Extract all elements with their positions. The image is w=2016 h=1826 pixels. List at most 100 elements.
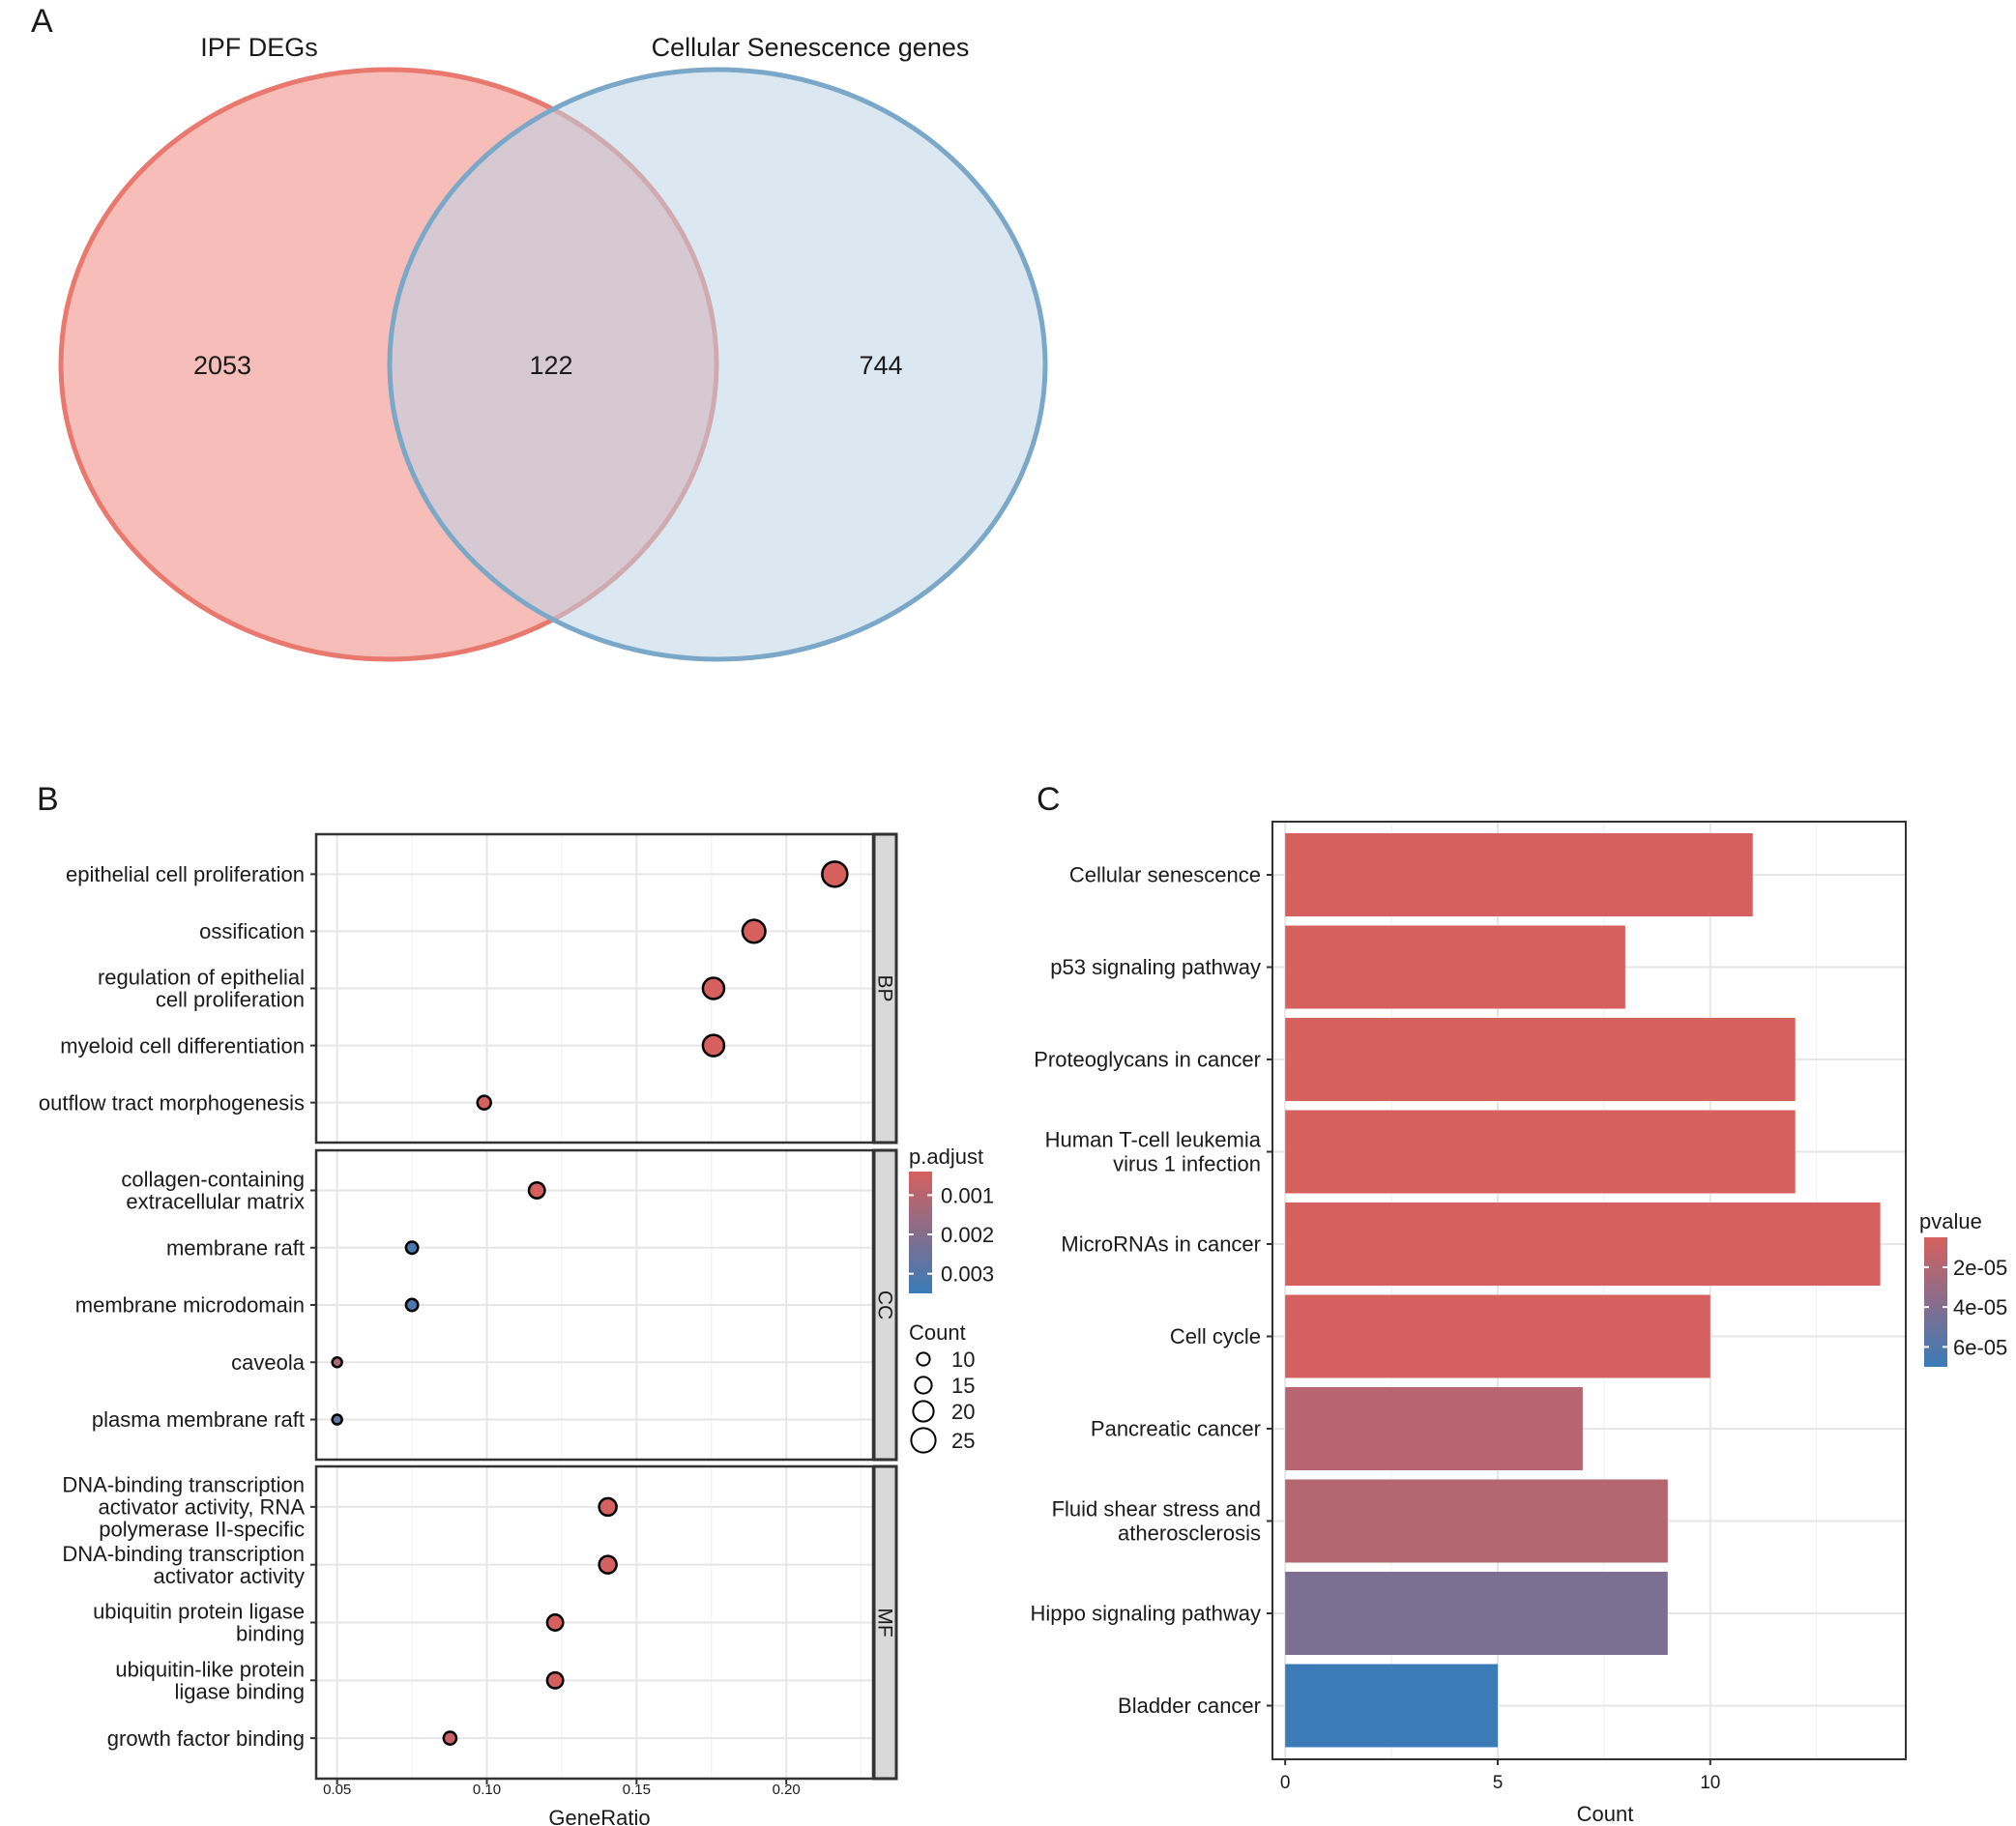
bar [1285, 1664, 1498, 1748]
dot-point [545, 1613, 565, 1632]
facet-strip [872, 1148, 898, 1462]
category-label-line: Cellular senescence [1069, 863, 1261, 887]
term-label-line: epithelial cell proliferation [66, 862, 305, 886]
term-label: collagen-containing extracellular matrix [121, 1168, 305, 1214]
category-label: Bladder cancer [1118, 1694, 1261, 1718]
bar [1285, 925, 1625, 1009]
category-label-line: Bladder cancer [1118, 1694, 1261, 1718]
venn-count-ipf-only: 2053 [193, 351, 251, 380]
term-label: growth factor binding [107, 1726, 305, 1751]
category-label-line: virus 1 infection [1113, 1152, 1261, 1176]
barchart-x-axis: 0 5 10 [1280, 1759, 1720, 1793]
dotplot-x-axis: 0.05 0.10 0.15 0.20 [323, 1779, 801, 1798]
term-label: DNA-binding transcription activator activ… [62, 1542, 305, 1588]
bar [1285, 1479, 1668, 1563]
barchart-legend-title: pvalue [1919, 1209, 1982, 1233]
venn-set-label-senescence: Cellular Senescence genes [652, 33, 970, 62]
panel-a: A IPF DEGs Cellular Senescence genes 205… [31, 3, 1048, 662]
facet-strip-label: BP [874, 974, 896, 1001]
term-label: epithelial cell proliferation [66, 862, 305, 886]
category-label-line: Fluid shear stress and [1052, 1497, 1261, 1522]
term-label: caveola [231, 1350, 306, 1375]
dotplot-legend-color-title: p.adjust [909, 1145, 983, 1169]
dot-point [701, 1033, 726, 1058]
term-label-line: membrane microdomain [75, 1293, 305, 1318]
term-label: ubiquitin protein ligase binding [93, 1600, 305, 1646]
dot-point [821, 860, 849, 888]
category-label: MicroRNAs in cancer [1061, 1232, 1261, 1257]
term-label: plasma membrane raft [92, 1407, 305, 1432]
category-label-line: Proteoglycans in cancer [1034, 1048, 1261, 1072]
dotplot-grid [316, 834, 873, 1779]
panel-label-b: B [37, 781, 59, 818]
dotplot-legend-color: p.adjust 0.001 0.002 0.003 [909, 1145, 994, 1293]
bar [1285, 1387, 1583, 1470]
term-label-line: ubiquitin protein ligase [93, 1600, 305, 1624]
venn-count-intersection: 122 [529, 351, 572, 380]
legend-size-circle [910, 1427, 937, 1454]
category-label-line: MicroRNAs in cancer [1061, 1232, 1261, 1257]
x-tick-label: 10 [1700, 1773, 1720, 1793]
dotplot-legend-colorbar [909, 1172, 932, 1293]
bar [1285, 1203, 1881, 1286]
legend-size-circle [916, 1351, 931, 1367]
dotplot-legend-size-title: Count [909, 1320, 966, 1345]
venn-set-label-ipf: IPF DEGs [200, 33, 318, 62]
term-label-line: activator activity [154, 1564, 306, 1588]
panel-c: C Cellular senescence p53 signaling pathw… [1031, 781, 2008, 1826]
category-label-line: atherosclerosis [1118, 1522, 1261, 1546]
panel-label-a: A [31, 3, 53, 40]
term-label-line: ligase binding [174, 1680, 305, 1704]
facet-strip-label: MF [874, 1608, 896, 1637]
dot-point [701, 976, 726, 1000]
legend-size-label: 10 [951, 1348, 975, 1372]
term-label-line: membrane raft [166, 1235, 305, 1260]
category-label: Cell cycle [1170, 1324, 1261, 1348]
dot-point [404, 1297, 420, 1313]
panel-label-c: C [1037, 781, 1061, 818]
term-label-line: regulation of epithelial [98, 966, 305, 990]
category-label: p53 signaling pathway [1050, 955, 1261, 979]
term-label-line: outflow tract morphogenesis [39, 1090, 305, 1115]
dot-point [404, 1240, 420, 1256]
panel-b: B epithelial cell proliferation ossificat… [37, 781, 994, 1826]
term-label-line: myeloid cell differentiation [60, 1033, 305, 1058]
x-tick-label: 5 [1493, 1773, 1504, 1793]
term-label-line: activator activity, RNA [98, 1495, 305, 1520]
dot-point [476, 1094, 492, 1111]
category-label: Human T-cell leukemia virus 1 infection [1045, 1128, 1262, 1176]
dotplot-strips: BP CC MF [872, 832, 898, 1781]
legend-size-label: 20 [951, 1400, 975, 1424]
venn-circle-senescence [387, 67, 1048, 662]
term-label-line: DNA-binding transcription [62, 1473, 305, 1497]
legend-tick-label: 0.001 [941, 1183, 994, 1207]
term-label: membrane raft [166, 1235, 305, 1260]
legend-tick-label: 6e-05 [1953, 1335, 2007, 1359]
bar [1285, 833, 1753, 916]
x-tick-label: 0.05 [323, 1782, 351, 1798]
term-label-line: ossification [199, 919, 305, 943]
term-label-line: DNA-binding transcription [62, 1542, 305, 1566]
bar [1285, 1110, 1796, 1194]
term-label: outflow tract morphogenesis [39, 1090, 305, 1115]
term-label: myeloid cell differentiation [60, 1033, 305, 1058]
dot-point [442, 1730, 458, 1746]
x-tick-label: 0.15 [623, 1782, 651, 1798]
term-label-line: cell proliferation [156, 988, 305, 1012]
legend-size-label: 15 [951, 1374, 975, 1398]
dotplot-x-axis-label: GeneRatio [548, 1806, 650, 1826]
term-label: regulation of epithelial cell proliferati… [98, 966, 305, 1012]
category-label: Fluid shear stress and atherosclerosis [1052, 1497, 1261, 1546]
term-label-line: growth factor binding [107, 1726, 305, 1751]
category-label-line: Cell cycle [1170, 1324, 1261, 1348]
category-label-line: Human T-cell leukemia [1045, 1128, 1262, 1152]
dot-point [331, 1413, 343, 1426]
category-label: Hippo signaling pathway [1031, 1602, 1262, 1626]
legend-tick-label: 0.002 [941, 1223, 994, 1247]
term-label-line: polymerase II-specific [99, 1518, 305, 1542]
category-label-line: Pancreatic cancer [1091, 1417, 1261, 1441]
category-label: Proteoglycans in cancer [1034, 1048, 1261, 1072]
legend-size-circle [914, 1376, 933, 1395]
